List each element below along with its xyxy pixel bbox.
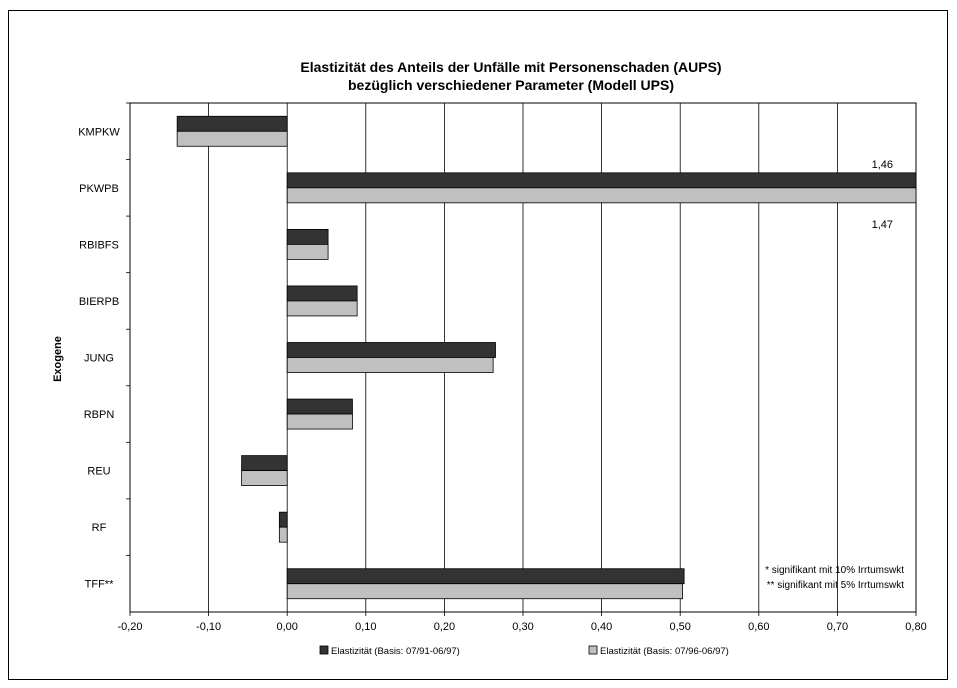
x-tick-label: 0,00 bbox=[276, 621, 297, 633]
bar-series-2 bbox=[241, 470, 288, 487]
legend-label-series-2: Elastizität (Basis: 07/96-06/97) bbox=[600, 646, 729, 657]
category-label: REU bbox=[87, 466, 110, 478]
x-tick-label: 0,20 bbox=[434, 621, 455, 633]
category-label: PKWPB bbox=[79, 183, 119, 195]
bar-series-2 bbox=[286, 187, 917, 204]
bar-chart: Elastizität des Anteils der Unfälle mit … bbox=[52, 59, 927, 657]
bar-series-1 bbox=[286, 342, 496, 358]
x-tick-label: -0,10 bbox=[196, 621, 221, 633]
bar-series-1 bbox=[286, 285, 358, 302]
overflow-label-2: 1,47 bbox=[872, 219, 893, 231]
x-tick-label: -0,20 bbox=[117, 621, 142, 633]
bar-series-2 bbox=[286, 243, 329, 260]
x-tick-labels: -0,20 -0,10 0,00 0,10 0,20 0,30 0,40 0,50 0,60 0,… bbox=[117, 621, 926, 633]
x-tick-label: 0,50 bbox=[669, 621, 690, 633]
bar-series-2 bbox=[278, 526, 288, 543]
category-label: BIERPB bbox=[79, 296, 119, 308]
legend-swatch-series-2 bbox=[588, 645, 598, 655]
legend-swatch-series-1 bbox=[319, 645, 329, 655]
bar-series-1 bbox=[176, 115, 288, 132]
significance-note-1: * signifikant mit 10% Irrtumswkt bbox=[765, 565, 904, 576]
category-label: RBIBFS bbox=[79, 239, 119, 251]
category-label: RF bbox=[92, 522, 107, 534]
bar-series-2 bbox=[286, 583, 683, 600]
bar-series-1 bbox=[278, 511, 288, 528]
x-tick-label: 0,10 bbox=[355, 621, 376, 633]
significance-note-2: ** signifikant mit 5% Irrtumswkt bbox=[767, 580, 904, 591]
legend-label-series-1: Elastizität (Basis: 07/91-06/97) bbox=[331, 646, 460, 657]
bar-series-2 bbox=[286, 357, 494, 373]
chart-title: Elastizität des Anteils der Unfälle mit … bbox=[300, 59, 721, 75]
x-tick-label: 0,40 bbox=[591, 621, 612, 633]
category-label: RBPN bbox=[84, 409, 115, 421]
x-tick-label: 0,80 bbox=[905, 621, 926, 633]
x-tick-label: 0,60 bbox=[748, 621, 769, 633]
bar-series-1 bbox=[286, 228, 329, 245]
category-label: JUNG bbox=[84, 353, 114, 365]
legend: Elastizität (Basis: 07/91-06/97) Elastiz… bbox=[319, 645, 729, 657]
chart-frame: Elastizität des Anteils der Unfälle mit … bbox=[8, 10, 948, 680]
category-label: KMPKW bbox=[78, 126, 120, 138]
x-tick-label: 0,30 bbox=[512, 621, 533, 633]
chart-subtitle: bezüglich verschiedener Parameter (Model… bbox=[348, 77, 674, 93]
y-axis-label: Exogene bbox=[52, 336, 64, 382]
x-tick-label: 0,70 bbox=[827, 621, 848, 633]
bar-series-2 bbox=[176, 130, 288, 147]
bar-series-2 bbox=[286, 300, 358, 317]
bar-series-1 bbox=[241, 455, 288, 472]
bar-series-1 bbox=[286, 398, 353, 415]
bar-series-2 bbox=[286, 413, 353, 430]
bar-series-1 bbox=[286, 172, 917, 189]
category-labels: KMPKW PKWPB RBIBFS BIERPB JUNG RBPN REU RF TFF** bbox=[78, 126, 120, 590]
bars bbox=[176, 115, 917, 600]
bar-series-1 bbox=[286, 568, 685, 585]
category-label: TFF** bbox=[85, 579, 114, 591]
overflow-label-1: 1,46 bbox=[872, 159, 893, 171]
